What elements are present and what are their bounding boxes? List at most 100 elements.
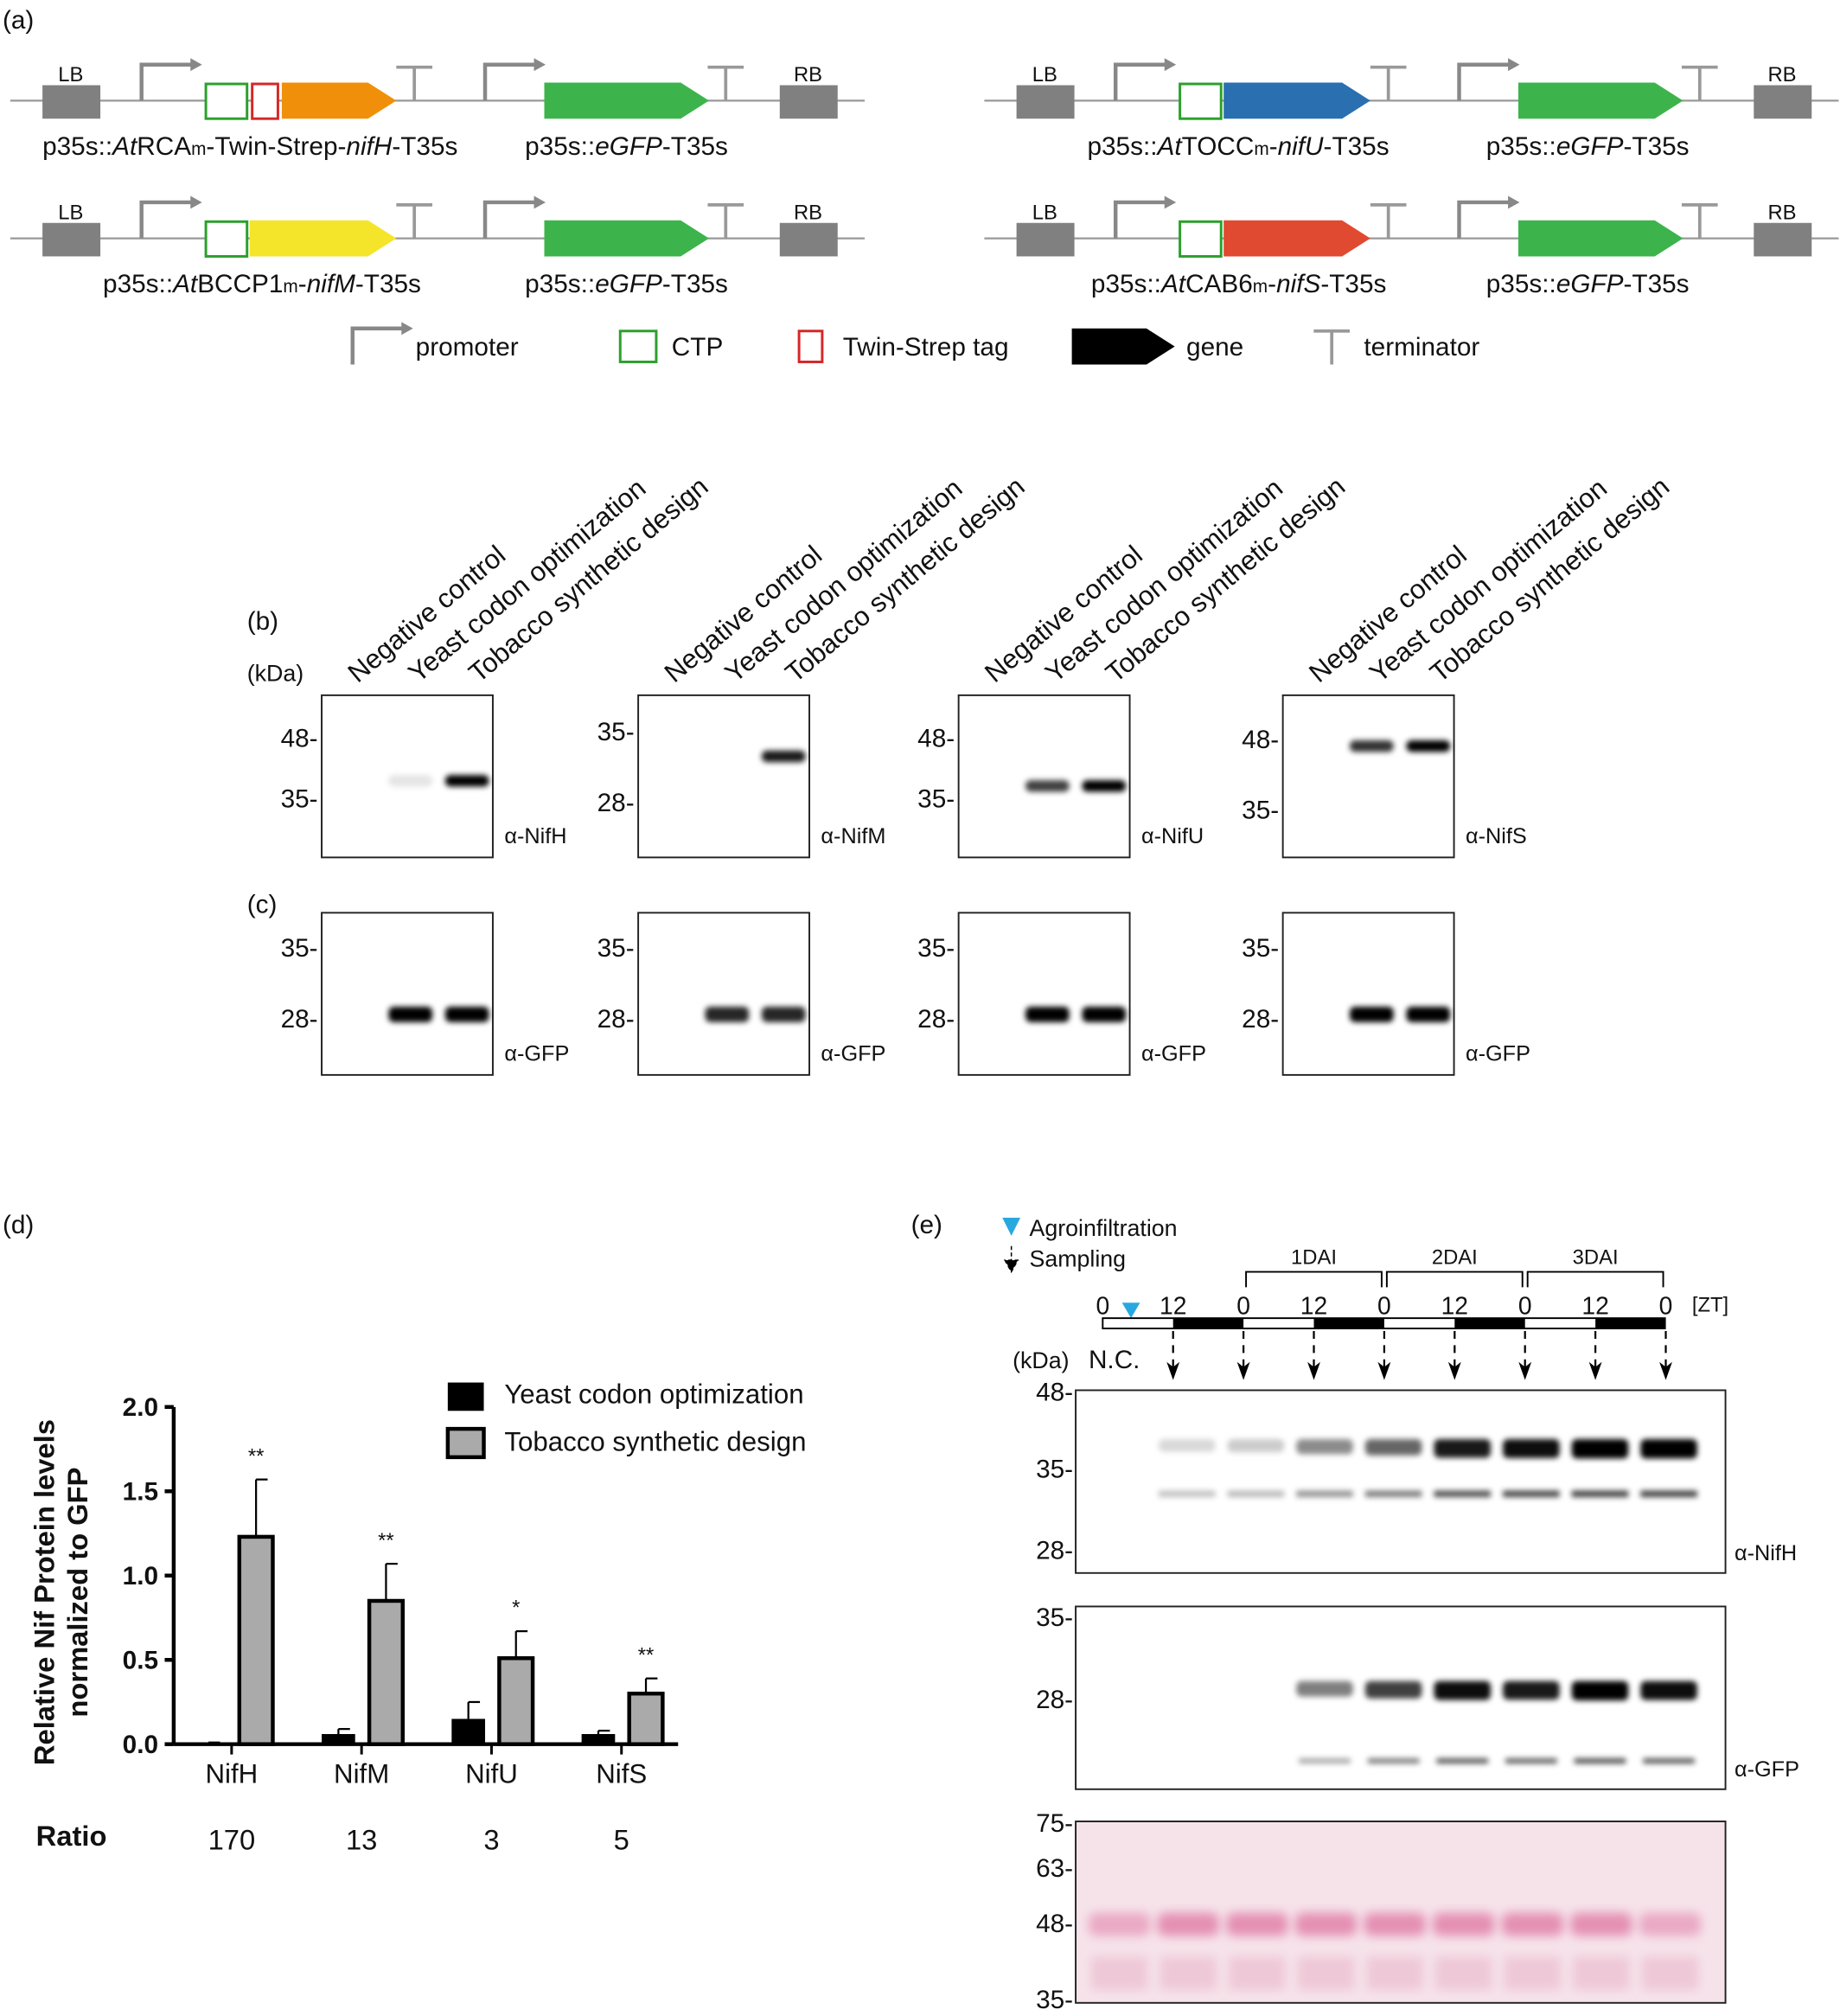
construct-label: p35s::AtBCCP1m-nifM-T35s <box>103 270 421 298</box>
ponceau-smear <box>1366 1956 1423 1990</box>
western-blot: 35- 28- α-GFP <box>917 912 1206 1076</box>
kda-marker: 28- <box>917 1005 955 1034</box>
terminator-icon <box>1681 65 1718 101</box>
label-part: p35s:: <box>525 270 595 298</box>
sampling-arrowhead-icon <box>1307 1361 1320 1380</box>
agroinfiltration-triangle-icon <box>1002 1218 1021 1236</box>
sampling-arrowhead-icon <box>1659 1361 1672 1380</box>
twin-strep-tag-box <box>251 82 279 120</box>
protein-band <box>388 775 433 787</box>
label-part: TOCC <box>1182 132 1255 161</box>
sampling-arrow-icon <box>1003 1245 1019 1274</box>
label-part: At <box>1160 270 1187 298</box>
egfp-arrow <box>1517 220 1683 257</box>
label-part: nifU <box>1278 132 1324 161</box>
legend-ctp-box <box>618 330 658 363</box>
nifh-lower-band <box>1503 1490 1560 1497</box>
ctp-box <box>1179 220 1223 258</box>
label-part: -T35s <box>1624 270 1690 298</box>
antibody-label: α-NifH <box>504 824 566 848</box>
egfp-arrow <box>1517 82 1683 119</box>
label-part: m <box>1253 277 1268 297</box>
protein-band <box>1082 780 1127 792</box>
nifh-lower-band <box>1640 1490 1697 1497</box>
y-tick-label: 1.0 <box>123 1562 158 1590</box>
kda-marker: 48- <box>917 724 955 752</box>
bar-NifU-1 <box>497 1656 535 1746</box>
panel-c-blots: 35- 28- α-GFP 35- 28- α-GFP 35- 28- α-GFP 35- 28- α… <box>281 912 1530 1076</box>
right-border-label: RB <box>794 201 822 224</box>
label-part: RCA <box>137 132 191 161</box>
rubisco-band <box>1570 1912 1632 1936</box>
left-border-box <box>1016 85 1075 119</box>
blot-frame <box>637 694 810 859</box>
protein-band <box>1082 1007 1127 1022</box>
kda-marker: 48- <box>281 724 318 752</box>
blot-frame <box>957 694 1131 859</box>
gfp-construct-label: p35s::eGFP-T35s <box>525 270 728 298</box>
gfp-band <box>1571 1680 1629 1701</box>
label-part: CAB6 <box>1185 270 1253 298</box>
label-part: p35s:: <box>42 132 112 161</box>
left-border-label: LB <box>58 63 83 86</box>
significance-mark: ** <box>638 1643 655 1667</box>
y-tick-label: 0.5 <box>123 1647 158 1675</box>
protein-band <box>444 1007 489 1022</box>
kda-marker: 35- <box>597 934 635 963</box>
gfp-construct-label: p35s::eGFP-T35s <box>525 132 728 161</box>
nifh-band <box>1571 1439 1629 1459</box>
x-tick-label: NifS <box>596 1758 647 1789</box>
nifh-lower-band <box>1434 1490 1491 1497</box>
gfp-band <box>1364 1680 1422 1699</box>
nifh-band <box>1227 1439 1285 1453</box>
significance-mark: ** <box>378 1529 394 1552</box>
label-part: m <box>1254 139 1268 159</box>
label-part: nifS <box>1276 270 1320 298</box>
right-border-box <box>779 85 838 119</box>
kda-label: (kDa) <box>1013 1347 1069 1373</box>
ctp-box <box>204 220 249 258</box>
ponceau-smear <box>1504 1956 1562 1990</box>
y-axis-label: normalized to GFP <box>61 1468 93 1718</box>
label-part: eGFP <box>1556 270 1624 298</box>
gfp-construct-label: p35s::eGFP-T35s <box>1486 270 1690 298</box>
zt-tick: 0 <box>1518 1292 1532 1320</box>
gene-arrow-nifM <box>249 220 397 257</box>
ponceau-smear <box>1160 1956 1217 1990</box>
legend-tag-box <box>797 330 824 363</box>
gene-arrow-nifS <box>1223 220 1370 257</box>
protein-band <box>1025 780 1070 792</box>
panel-label-a: (a) <box>3 6 34 35</box>
label-part: eGFP <box>1556 132 1624 161</box>
ponceau-smear <box>1229 1956 1286 1990</box>
y-tick-label: 2.0 <box>123 1393 158 1422</box>
kda-label: (kDa) <box>247 661 303 687</box>
right-border-box <box>1754 85 1812 119</box>
legend-terminator-label: terminator <box>1364 333 1479 362</box>
lane-label: Yeast codon optimization <box>403 472 652 688</box>
protein-band <box>705 1007 750 1022</box>
significance-mark: * <box>512 1597 520 1620</box>
terminator-icon <box>1681 203 1718 239</box>
label-part: - <box>1269 132 1278 161</box>
kda-marker: 48- <box>1036 1910 1073 1938</box>
left-border-label: LB <box>1032 63 1057 86</box>
promoter-icon <box>1113 200 1167 239</box>
gene-arrow-nifH <box>281 82 397 119</box>
sampling-arrowhead-icon <box>1166 1361 1180 1380</box>
promoter-icon <box>482 62 537 101</box>
right-border-box <box>779 222 838 257</box>
nifh-lower-band <box>1227 1490 1285 1497</box>
dark-period <box>1313 1318 1384 1329</box>
nifh-lower-band <box>1571 1490 1629 1497</box>
label-part: p35s:: <box>1486 132 1556 161</box>
ratio-value: 3 <box>483 1824 499 1856</box>
left-border-box <box>1016 222 1075 257</box>
bar-NifH-1 <box>237 1534 275 1746</box>
panel-label-c: (c) <box>247 890 278 918</box>
terminator-icon <box>1313 329 1351 365</box>
promoter-arrowhead-icon <box>1508 58 1520 72</box>
kda-marker: 35- <box>1036 1986 1073 2014</box>
